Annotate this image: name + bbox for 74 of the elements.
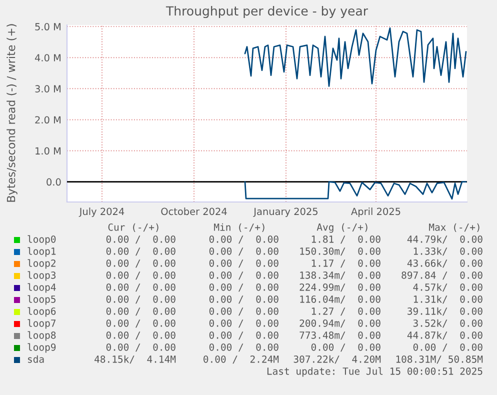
text: 200.94m/ 0.00: [300, 319, 380, 328]
text: 0.00 / 0.00: [106, 319, 176, 328]
legend-label: loop7: [28, 319, 56, 329]
chart-title: Throughput per device - by year: [166, 6, 368, 18]
line-series: [244, 27, 467, 87]
y-tick-label: 2.0 M: [35, 116, 60, 124]
text: Min (-/+): [214, 223, 264, 232]
text: 138.34m/ 0.00: [300, 271, 380, 280]
text: 1.27 / 0.00: [312, 307, 380, 316]
text: 1.17 / 0.00: [312, 259, 380, 268]
text: 0.00 / 0.00: [209, 259, 278, 268]
text: Max (-/+): [429, 223, 480, 232]
text: 1.31k/ 0.00: [414, 295, 482, 304]
text: 773.48m/ 0.00: [300, 331, 380, 340]
text: 0.00 / 0.00: [209, 283, 278, 292]
y-tick-label: 5.0 M: [35, 23, 60, 30]
text: 0.00 / 0.00: [209, 271, 278, 280]
text: 897.84 / 0.00: [402, 271, 482, 280]
y-tick-label: 0.0: [46, 178, 61, 186]
text: 0.00 / 0.00: [106, 271, 176, 280]
text: 4.57k/ 0.00: [413, 283, 482, 292]
y-tick-label: 4.0 M: [34, 54, 60, 62]
text: 0.00 / 0.00: [106, 235, 176, 244]
legend-label: loop3: [28, 271, 56, 281]
text: 0.00 / 0.00: [209, 319, 278, 328]
text: 43.66k/ 0.00: [407, 259, 482, 268]
text: 0.00 / 0.00: [106, 259, 176, 268]
legend-label: loop2: [28, 259, 56, 269]
text: 48.15k/ 4.14M: [94, 355, 176, 364]
text: 108.31M/ 50.85M: [396, 355, 483, 364]
legend-label: loop5: [28, 295, 56, 305]
legend-label: sda: [28, 355, 44, 363]
text: 3.52k/ 0.00: [413, 319, 482, 328]
text: 1.33k/ 0.00: [414, 247, 482, 256]
line-series: [244, 181, 467, 200]
text: 0.00 / 0.00: [106, 247, 176, 256]
text: 0.00 / 0.00: [209, 331, 278, 340]
text: 0.00 / 0.00: [106, 307, 176, 316]
y-axis-title: Bytes/second read (-) / write (+): [6, 24, 18, 202]
text: 224.99m/ 0.00: [300, 283, 380, 292]
text: 116.04m/ 0.00: [300, 295, 380, 304]
text: 0.00 / 0.00: [209, 295, 278, 304]
legend-label: loop1: [28, 247, 56, 257]
text: 0.00 / 0.00: [311, 343, 380, 352]
x-tick-label: January 2025: [253, 208, 318, 217]
legend-label: loop0: [28, 235, 56, 245]
text: 307.22k/ 4.20M: [294, 355, 381, 364]
text: Cur (-/+): [108, 223, 158, 232]
text: 0.00 / 2.24M: [204, 355, 279, 364]
y-tick-label: 3.0 M: [35, 85, 60, 92]
text: Last update: Tue Jul 15 00:00:51 2025: [267, 367, 482, 377]
text: 44.87k/ 0.00: [407, 331, 482, 340]
legend-label: loop8: [28, 331, 56, 341]
text: Avg (-/+): [316, 223, 368, 233]
text: 39.11k/ 0.00: [408, 307, 482, 316]
text: 150.30m/ 0.00: [300, 247, 380, 256]
text: 0.00 / 0.00: [106, 283, 176, 292]
text: 0.00 / 0.00: [209, 235, 278, 244]
text: 0.00 / 0.00: [209, 247, 278, 256]
x-tick-label: October 2024: [161, 208, 227, 216]
x-tick-label: July 2024: [78, 208, 124, 217]
text: 0.00 / 0.00: [106, 295, 176, 304]
legend-label: loop9: [28, 343, 56, 353]
text: 1.81 / 0.00: [312, 235, 380, 244]
text: 0.00 / 0.00: [209, 343, 278, 352]
x-tick-label: April 2025: [351, 208, 400, 217]
legend-label: loop4: [28, 283, 56, 293]
legend-label: loop6: [28, 307, 56, 317]
text: 0.00 / 0.00: [106, 343, 176, 352]
text: 0.00 / 0.00: [209, 307, 278, 316]
text: 44.79k/ 0.00: [407, 235, 482, 244]
text: 0.00 / 0.00: [413, 343, 482, 352]
y-tick-label: 1.0 M: [36, 147, 60, 155]
text: 0.00 / 0.00: [106, 331, 176, 340]
